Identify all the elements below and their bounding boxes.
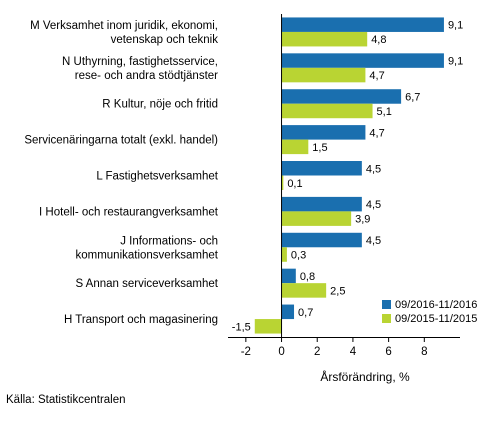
- category-label: J Informations- och: [120, 235, 218, 247]
- category-label: kommunikationsverksamhet: [75, 249, 218, 261]
- category-label: R Kultur, nöje och fritid: [102, 99, 218, 111]
- legend-swatch: [382, 314, 391, 323]
- category-labels: M Verksamhet inom juridik, ekonomi, veten…: [24, 20, 218, 326]
- legend-label: 09/2015-11/2015: [395, 313, 477, 325]
- data-label: 3,9: [355, 214, 370, 226]
- data-label: 9,1: [448, 56, 463, 68]
- legend-label: 09/2016-11/2016: [395, 299, 477, 311]
- category-label: M Verksamhet inom juridik, ekonomi,: [30, 20, 218, 32]
- bar-series-2015: [281, 283, 327, 298]
- data-label: 4,5: [366, 199, 381, 211]
- data-label: 6,7: [405, 91, 420, 103]
- bar-series-2015: [281, 103, 373, 119]
- bar-series-2016: [281, 304, 295, 320]
- x-tick-label: 0: [278, 346, 284, 358]
- bar-series-2016: [281, 17, 444, 32]
- legend: 09/2016-11/2016 09/2015-11/2015: [382, 299, 477, 325]
- category-label: H Transport och magasinering: [64, 314, 218, 326]
- bar-series-2015: [281, 67, 366, 83]
- bar-series-2016: [281, 161, 362, 176]
- bar-series-2016: [281, 268, 296, 284]
- x-tick-label: 2: [314, 346, 320, 358]
- data-label: 4,8: [371, 34, 386, 46]
- bar-series-2015: [281, 175, 284, 190]
- data-label: 0,8: [300, 271, 315, 283]
- bar-series-2015: [254, 319, 282, 334]
- bar-series-2015: [281, 247, 287, 262]
- category-label: rese- och andra stödtjänster: [75, 70, 218, 82]
- data-label: 4,7: [369, 127, 384, 139]
- category-label: I Hotell- och restaurangverksamhet: [39, 206, 219, 218]
- category-label: S Annan serviceverksamhet: [75, 278, 218, 290]
- bar-series-2016: [281, 53, 444, 68]
- source-note: Källa: Statistikcentralen: [6, 394, 126, 406]
- category-label: N Uthyrning, fastighetsservice,: [62, 56, 218, 68]
- legend-swatch: [382, 300, 391, 309]
- data-label: 0,7: [298, 307, 313, 319]
- x-axis: -2 0 2 4 6 8: [228, 14, 460, 358]
- category-label: Servicenäringarna totalt (exkl. handel): [24, 135, 218, 147]
- data-label: 2,5: [330, 285, 345, 297]
- category-label: vetenskap och teknik: [111, 34, 219, 46]
- bar-series-2016: [281, 125, 366, 140]
- data-label: -1,5: [232, 321, 251, 333]
- bar-series-2015: [281, 211, 352, 226]
- data-label: 1,5: [312, 142, 327, 154]
- x-tick-label: 4: [350, 346, 357, 358]
- x-axis-title: Årsförändring, %: [320, 369, 410, 384]
- bar-series-2016: [281, 196, 362, 212]
- data-label: 9,1: [448, 20, 463, 32]
- data-label: 4,5: [366, 163, 381, 175]
- bar-series-2015: [281, 139, 309, 155]
- bar-series-2016: [281, 232, 362, 248]
- x-tick-label: 8: [421, 346, 427, 358]
- data-label: 4,7: [369, 70, 384, 82]
- bars-layer: [254, 17, 444, 334]
- category-label: L Fastighetsverksamhet: [96, 171, 218, 183]
- data-label: 0,3: [291, 250, 306, 262]
- x-tick-label: 6: [385, 346, 391, 358]
- bar-series-2016: [281, 89, 402, 104]
- x-tick-label: -2: [241, 346, 251, 358]
- data-label: 5,1: [377, 106, 392, 118]
- bar-series-2015: [281, 31, 368, 47]
- data-label: 4,5: [366, 235, 381, 247]
- data-label: 0,1: [287, 178, 302, 190]
- value-labels: 9,1 4,8 9,1 4,7 6,7 5,1 4,7 1,5 4,5 0,1 4,5 3,9 4,5 0…: [232, 20, 463, 334]
